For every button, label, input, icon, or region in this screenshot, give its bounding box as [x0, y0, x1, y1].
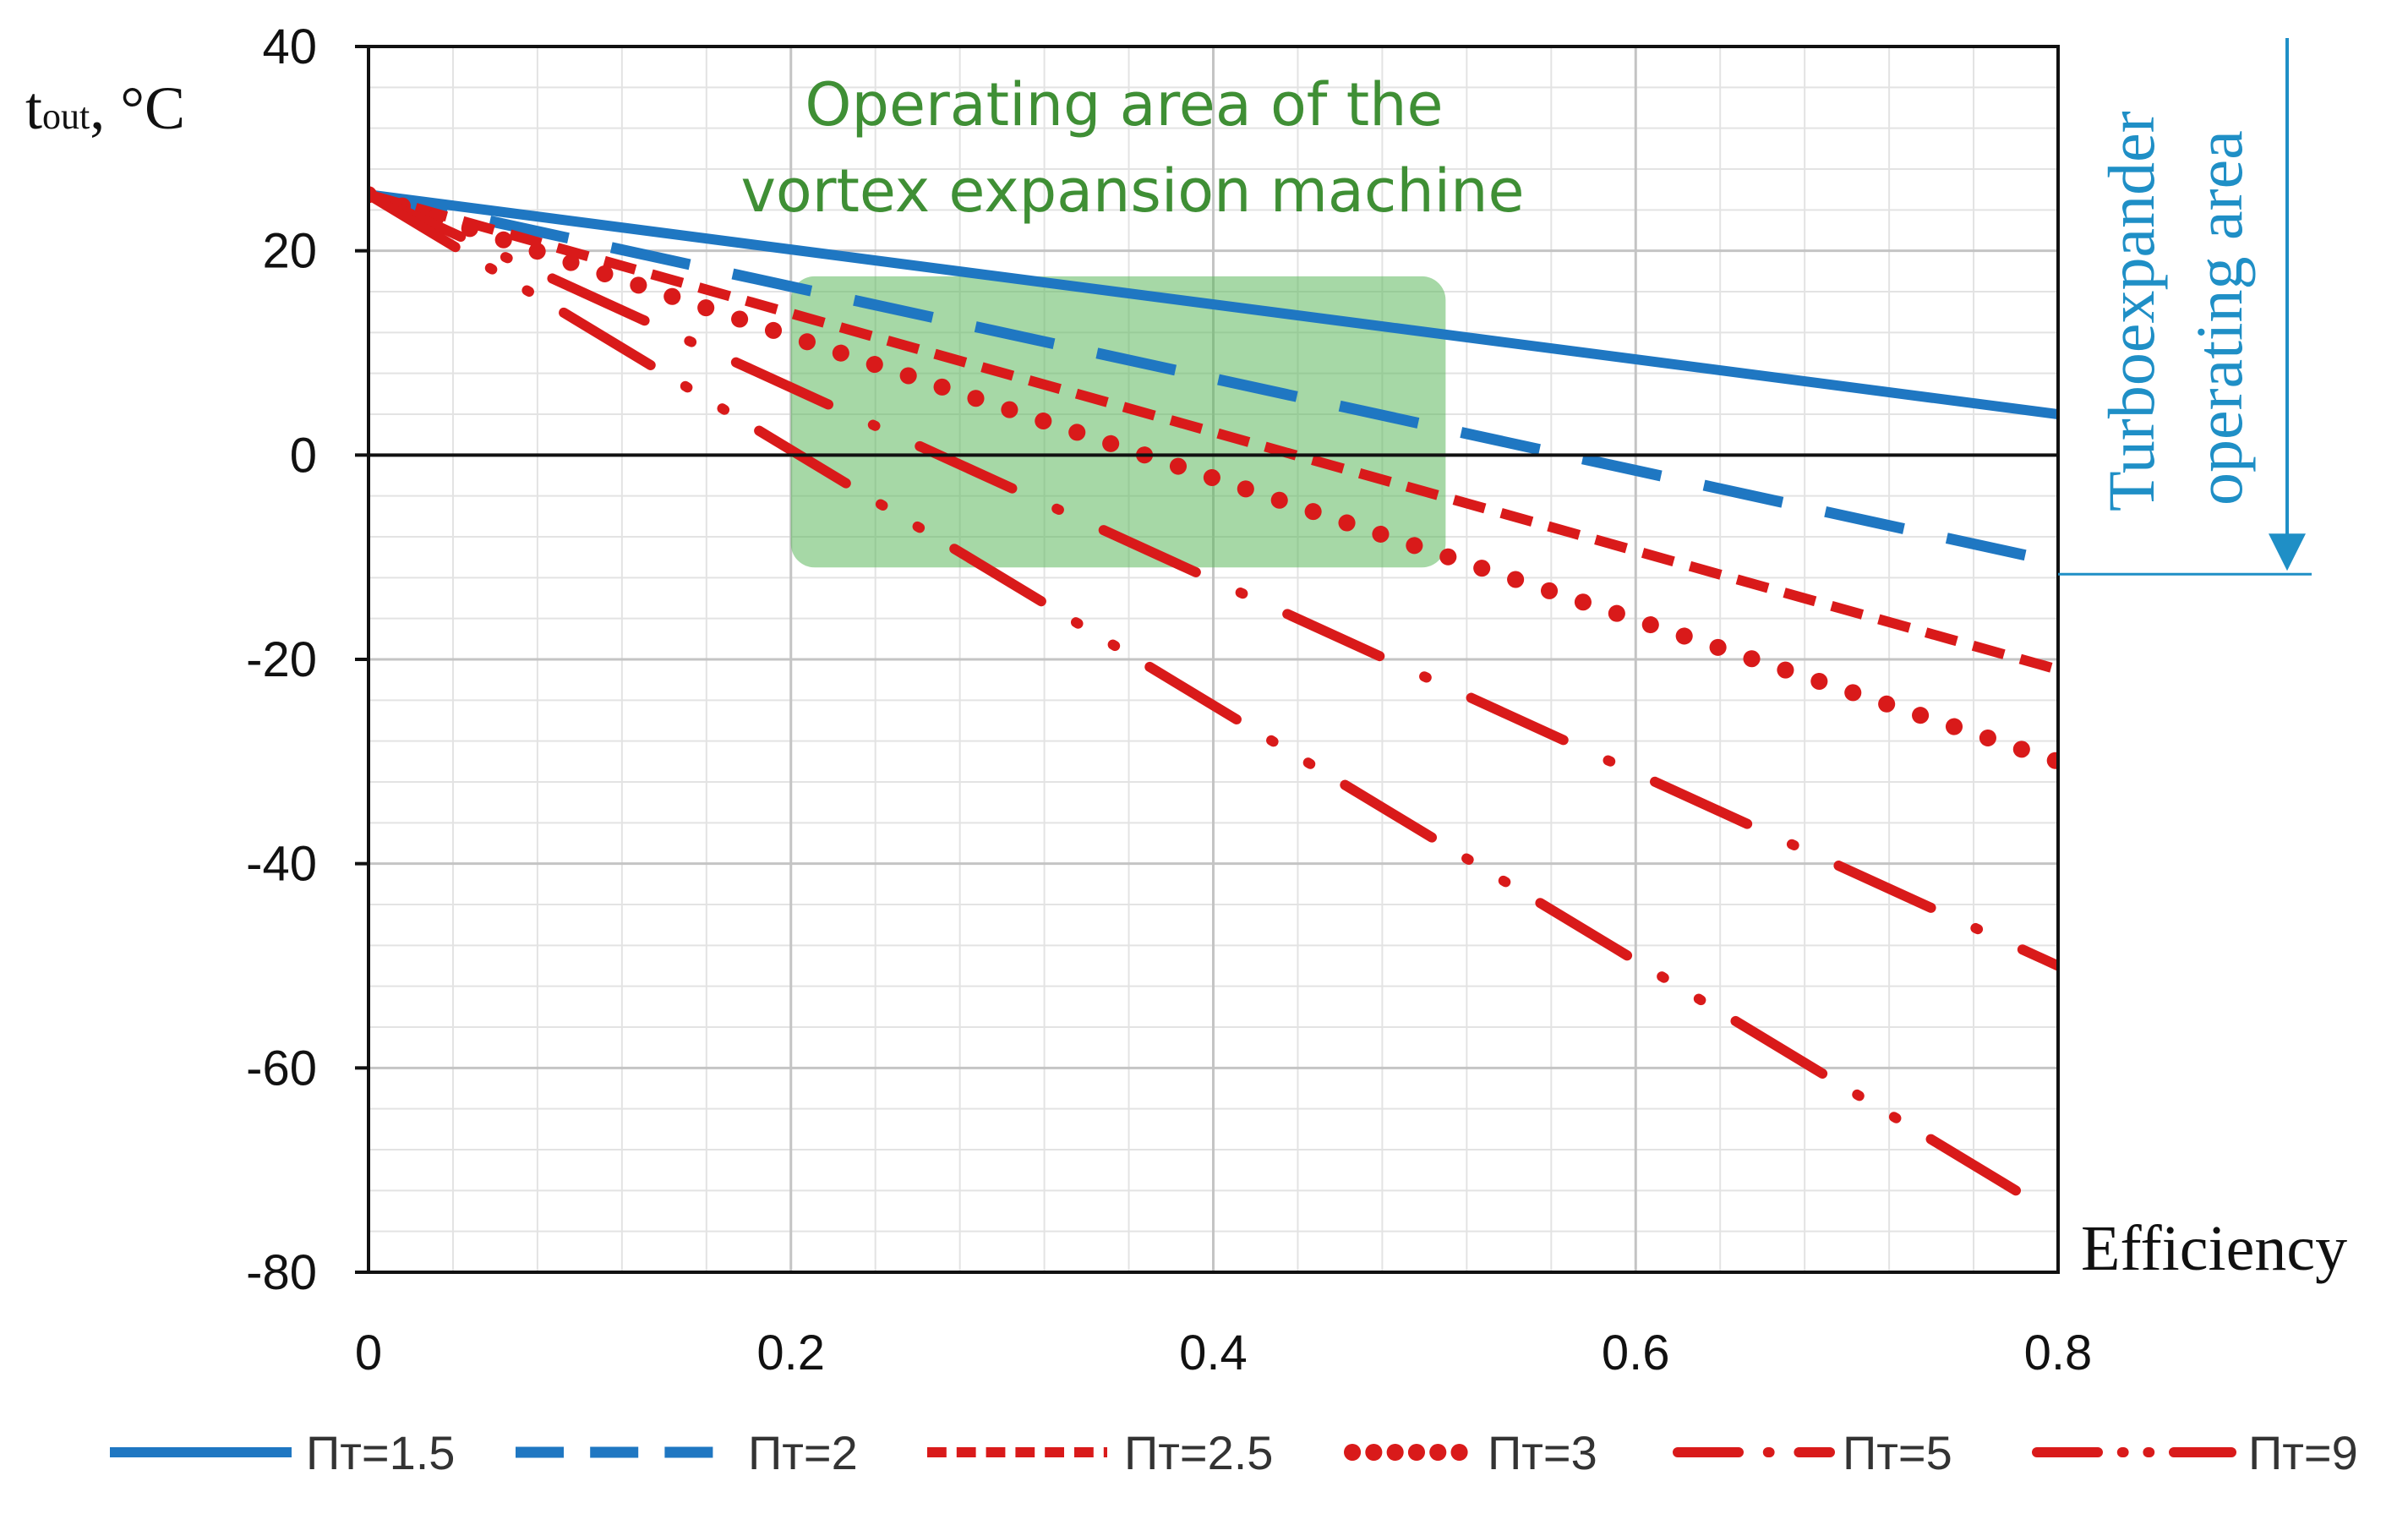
y-tick-label: -20 [246, 632, 317, 687]
legend-label: Пт=5 [1843, 1426, 1952, 1479]
legend-label: Пт=9 [2248, 1426, 2358, 1479]
turbo-area-label-line1: Turboexpander [2094, 111, 2168, 511]
x-axis-label: Efficiency [2081, 1213, 2347, 1284]
x-tick-label: 0.2 [756, 1325, 825, 1380]
series-line [369, 186, 2058, 770]
y-tick-label: -60 [246, 1041, 317, 1096]
x-tick-label: 0.6 [1602, 1325, 1670, 1380]
series-line [369, 189, 2058, 568]
y-tick-label: -40 [246, 837, 317, 892]
y-tick-label: 20 [262, 224, 317, 279]
tick-labels: 0 0.2 0.4 0.6 0.8 40 20 0 -20 -40 -60 -80 [246, 19, 2092, 1380]
series-layer [369, 186, 2058, 1196]
vortex-area-label-line2: vortex expansion machine [740, 156, 1524, 226]
x-tick-label: 0.4 [1179, 1325, 1248, 1380]
axes [355, 38, 2312, 1274]
x-tick-label: 0 [355, 1325, 382, 1380]
turbo-arrow-head [2269, 533, 2306, 571]
vortex-area-label-line1: Operating area of the [805, 70, 1443, 139]
legend-label: Пт=3 [1488, 1426, 1597, 1479]
y-axis-label: tout, °C [25, 74, 185, 142]
legend-label: Пт=2.5 [1124, 1426, 1273, 1479]
y-tick-label: -80 [246, 1245, 317, 1300]
series-line [369, 189, 2058, 419]
x-tick-label: 0.8 [2024, 1325, 2093, 1380]
legend-label: Пт=2 [748, 1426, 858, 1479]
legend: Пт=1.5 Пт=2 Пт=2.5 Пт=3 Пт=5 Пт=9 [110, 1426, 2358, 1479]
turbo-area-label-line2: operating area [2182, 130, 2256, 506]
series-line [369, 189, 2022, 1196]
legend-label: Пт=1.5 [306, 1426, 455, 1479]
y-tick-label: 40 [262, 19, 317, 74]
y-tick-label: 0 [290, 428, 317, 483]
